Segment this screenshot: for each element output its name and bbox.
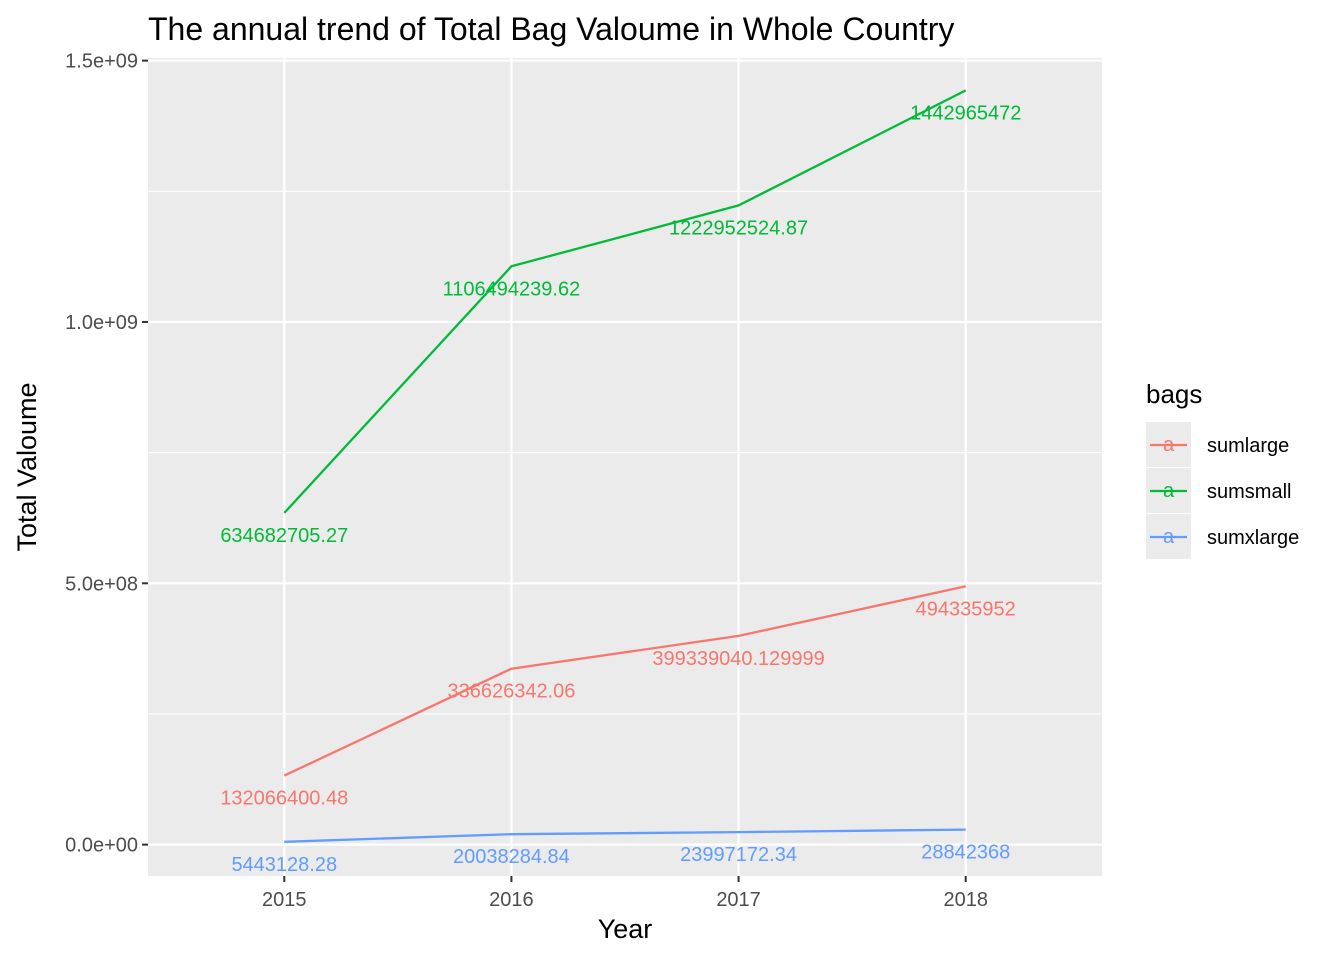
data-label: 132066400.48	[220, 788, 348, 810]
data-labels: 132066400.48 336626342.06 399339040.129999…	[220, 102, 1021, 875]
x-tick-label: 2015	[262, 889, 307, 911]
series-lines	[283, 89, 967, 843]
series-line-sumsmall	[283, 89, 967, 514]
y-tick-label: 1.5e+09	[65, 51, 138, 73]
legend-label-sumxlarge: sumxlarge	[1207, 527, 1299, 549]
minor-gridlines	[148, 190, 1102, 715]
data-label: 336626342.06	[447, 681, 575, 703]
data-label: 1106494239.62	[443, 278, 581, 300]
data-label: 5443128.28	[231, 854, 337, 876]
plot-panel	[148, 58, 1102, 876]
data-label: 634682705.27	[220, 525, 348, 547]
series-line-sumlarge	[283, 585, 966, 777]
legend-key-glyph: a	[1163, 480, 1175, 502]
data-label: 399339040.129999	[652, 648, 824, 670]
x-tick-label: 2016	[489, 889, 534, 911]
y-tick-label: 5.0e+08	[65, 573, 138, 595]
legend-key-glyph: a	[1163, 434, 1175, 456]
legend-label-sumlarge: sumlarge	[1207, 435, 1289, 457]
major-gridlines	[148, 58, 1102, 876]
y-tick-label: 1.0e+09	[65, 312, 138, 334]
legend-key-glyph: a	[1163, 526, 1175, 548]
y-axis-title: Total Valoume	[12, 382, 42, 551]
legend-items: a sumlarge a sumsmall a sumxlarge	[1146, 422, 1299, 559]
series-line-sumxlarge	[284, 828, 966, 843]
data-label: 1442965472	[910, 102, 1021, 124]
data-label: 494335952	[916, 598, 1016, 620]
y-axis: 0.0e+00 5.0e+08 1.0e+09 1.5e+09	[65, 51, 148, 857]
x-tick-label: 2017	[716, 889, 761, 911]
legend: bags a sumlarge a sumsmall a sumxlarge	[1146, 379, 1299, 559]
legend-title: bags	[1146, 379, 1202, 409]
data-label: 1222952524.87	[669, 217, 808, 239]
y-tick-label: 0.0e+00	[65, 835, 138, 857]
x-axis: 2015 2016 2017 2018	[262, 876, 988, 911]
data-label: 20038284.84	[453, 846, 570, 868]
x-axis-title: Year	[598, 914, 653, 944]
data-label: 28842368	[921, 842, 1010, 864]
legend-label-sumsmall: sumsmall	[1207, 481, 1291, 503]
data-label: 23997172.34	[680, 844, 797, 866]
chart-title: The annual trend of Total Bag Valoume in…	[148, 11, 954, 47]
x-tick-label: 2018	[943, 889, 988, 911]
